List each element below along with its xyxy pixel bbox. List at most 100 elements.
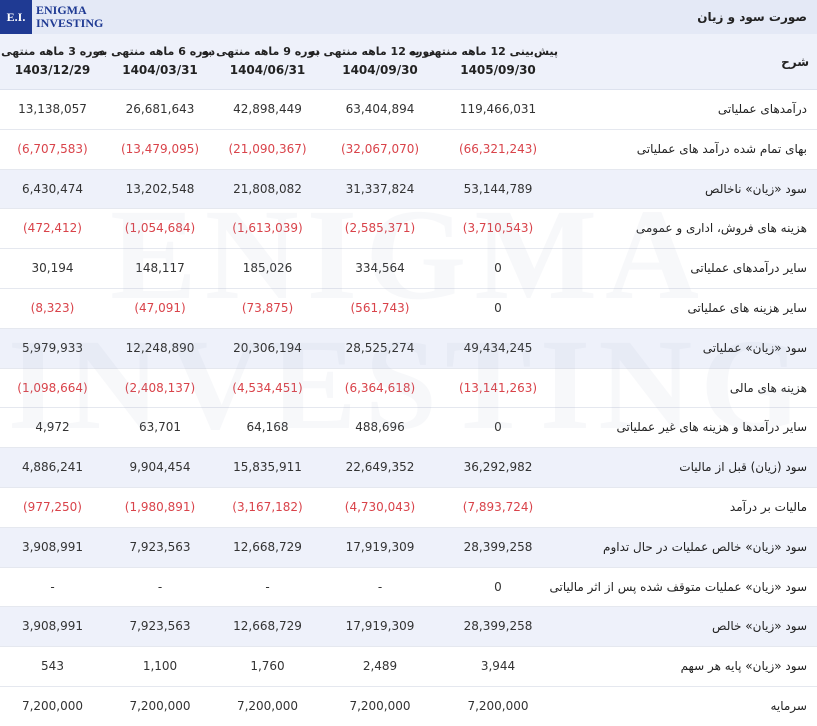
table-cell: 7,923,563 bbox=[129, 619, 191, 634]
table-cell: 31,337,824 bbox=[345, 181, 415, 196]
table-cell: 148,117 bbox=[135, 261, 185, 276]
column-header-period: دوره 9 ماهه منتهی به bbox=[201, 45, 320, 58]
table-row: 0 334,564 185,026 148,117 30,194 سایر درآمدها… bbox=[0, 249, 817, 289]
income-statement-table: 119,466,031 63,404,894 42,898,449 26,681,64… bbox=[0, 90, 817, 726]
table-cell: 543 bbox=[41, 659, 64, 674]
page-title: صورت سود و زیان bbox=[697, 10, 807, 24]
table-row: 28,399,258 17,919,309 12,668,729 7,923,563 3… bbox=[0, 607, 817, 648]
table-row: 119,466,031 63,404,894 42,898,449 26,681,64… bbox=[0, 90, 817, 130]
table-cell: 42,898,449 bbox=[233, 102, 302, 116]
table-cell: 7,200,000 bbox=[21, 698, 84, 713]
column-header-3m: دوره 3 ماهه منتهی به 1403/12/29 bbox=[0, 42, 105, 80]
table-cell: (2,585,371) bbox=[344, 221, 416, 236]
row-label: هزینه های مالی bbox=[729, 380, 807, 395]
column-header-9m: دوره 9 ماهه منتهی به 1404/06/31 bbox=[201, 42, 320, 80]
table-cell: 22,649,352 bbox=[345, 460, 415, 475]
row-label: سود «زیان» پایه هر سهم bbox=[680, 659, 807, 674]
table-row: 0 - - - - سود «زیان» عملیات متوقف شده پس از ا… bbox=[0, 567, 817, 608]
table-row: 28,399,258 17,919,309 12,668,729 7,923,563 3… bbox=[0, 527, 817, 568]
table-cell: 0 bbox=[494, 261, 502, 276]
table-cell: 4,972 bbox=[35, 420, 70, 435]
table-cell: (21,090,367) bbox=[228, 141, 307, 156]
column-header-period: دوره 12 ماهه منتهی به bbox=[308, 45, 435, 58]
row-label: سایر درآمدهای عملیاتی bbox=[690, 261, 807, 276]
table-cell: 36,292,982 bbox=[463, 460, 533, 475]
table-cell: 12,668,729 bbox=[233, 539, 302, 554]
column-header-date: 1403/12/29 bbox=[14, 63, 91, 77]
table-cell: 13,202,548 bbox=[125, 181, 195, 196]
column-header-date: 1405/09/30 bbox=[460, 63, 536, 77]
table-row: (3,710,543) (2,585,371) (1,613,039) (1,054,… bbox=[0, 209, 817, 250]
table-cell: 488,696 bbox=[355, 420, 405, 435]
table-cell: (2,408,137) bbox=[124, 380, 196, 395]
table-cell: 7,200,000 bbox=[467, 698, 529, 713]
table-row: (7,893,724) (4,730,043) (3,167,182) (1,980,… bbox=[0, 487, 817, 528]
table-cell: 7,200,000 bbox=[236, 698, 299, 713]
row-label: سود «زیان» خالص bbox=[712, 619, 807, 634]
table-cell: 28,525,274 bbox=[345, 340, 415, 355]
column-header-date: 1404/03/31 bbox=[122, 63, 198, 77]
row-label: سود «زیان» ناخالص bbox=[705, 181, 807, 196]
table-cell: 12,668,729 bbox=[233, 619, 302, 634]
table-cell: (6,364,618) bbox=[344, 380, 416, 395]
column-header-12m: دوره 12 ماهه منتهی به 1404/09/30 bbox=[308, 42, 435, 80]
row-label: بهای تمام شده درآمد های عملیاتی bbox=[636, 141, 807, 156]
table-cell: (66,321,243) bbox=[458, 141, 538, 156]
table-cell: - bbox=[377, 579, 383, 594]
table-row: 7,200,000 7,200,000 7,200,000 7,200,000 7,20… bbox=[0, 686, 817, 726]
table-cell: (13,479,095) bbox=[120, 141, 200, 156]
table-cell: 6,430,474 bbox=[21, 181, 84, 196]
table-cell: 5,979,933 bbox=[21, 340, 84, 355]
table-cell: (1,054,684) bbox=[124, 221, 196, 236]
table-cell: (47,091) bbox=[134, 300, 186, 315]
column-header-date: 1404/06/31 bbox=[229, 63, 306, 77]
table-cell: (4,730,043) bbox=[344, 499, 416, 514]
table-cell: (32,067,070) bbox=[340, 141, 420, 156]
table-cell: 26,681,643 bbox=[125, 102, 195, 116]
table-cell: 64,168 bbox=[246, 420, 289, 435]
logo-wordmark: ENIGMA INVESTING bbox=[36, 4, 103, 30]
table-cell: 30,194 bbox=[31, 261, 74, 276]
table-cell: (6,707,583) bbox=[17, 141, 88, 156]
logo-mark: E.I. bbox=[0, 0, 32, 34]
table-cell: (1,980,891) bbox=[124, 499, 196, 514]
top-bar: E.I. ENIGMA INVESTING صورت سود و زیان bbox=[0, 0, 817, 34]
column-header-description: شرح bbox=[781, 55, 809, 69]
row-label: سود «زیان» عملیاتی bbox=[702, 340, 807, 355]
table-cell: 15,835,911 bbox=[233, 460, 302, 475]
table-cell: (1,098,664) bbox=[17, 380, 88, 395]
column-header-period: دوره 6 ماهه منتهی به bbox=[96, 45, 215, 58]
row-label: هزینه های فروش، اداری و عمومی bbox=[635, 221, 807, 236]
table-cell: - bbox=[50, 579, 55, 594]
table-cell: 7,923,563 bbox=[129, 539, 191, 554]
table-cell: 17,919,309 bbox=[345, 539, 415, 554]
table-cell: 0 bbox=[494, 300, 502, 315]
table-cell: 0 bbox=[494, 420, 502, 435]
table-row: 0 (561,743) (73,875) (47,091) (8,323) سایر هز… bbox=[0, 288, 817, 329]
table-row: (66,321,243) (32,067,070) (21,090,367) (13,… bbox=[0, 129, 817, 170]
table-row: 53,144,789 31,337,824 21,808,082 13,202,548… bbox=[0, 169, 817, 210]
table-cell: 7,200,000 bbox=[349, 698, 411, 713]
row-label: سایر درآمدها و هزینه های غیر عملیاتی bbox=[616, 420, 807, 435]
column-header-period: پیش‌بینی 12 ماهه منتهی به bbox=[408, 45, 558, 58]
table-cell: - bbox=[157, 579, 163, 594]
table-cell: 2,489 bbox=[362, 659, 398, 674]
table-cell: (8,323) bbox=[30, 300, 75, 315]
table-cell: 3,944 bbox=[480, 659, 516, 674]
table-cell: 53,144,789 bbox=[463, 181, 533, 196]
column-header-date: 1404/09/30 bbox=[342, 63, 418, 77]
table-cell: (7,893,724) bbox=[462, 499, 534, 514]
table-cell: (3,167,182) bbox=[232, 499, 303, 514]
table-row: 49,434,245 28,525,274 20,306,194 12,248,890… bbox=[0, 328, 817, 369]
column-header-forecast-12m: پیش‌بینی 12 ماهه منتهی به 1405/09/30 bbox=[408, 42, 558, 80]
row-label: مالیات بر درآمد bbox=[729, 499, 807, 514]
table-cell: (4,534,451) bbox=[232, 380, 303, 395]
table-row: 0 488,696 64,168 63,701 4,972 سایر درآمدها و … bbox=[0, 408, 817, 449]
table-cell: (561,743) bbox=[350, 300, 410, 315]
row-label: سایر هزینه های عملیاتی bbox=[687, 300, 807, 315]
table-cell: 7,200,000 bbox=[129, 698, 191, 713]
table-header: پیش‌بینی 12 ماهه منتهی به 1405/09/30 دور… bbox=[0, 34, 817, 90]
table-cell: 13,138,057 bbox=[18, 102, 87, 116]
logo-line1: ENIGMA bbox=[36, 3, 87, 17]
column-header-period: دوره 3 ماهه منتهی به bbox=[0, 45, 105, 58]
